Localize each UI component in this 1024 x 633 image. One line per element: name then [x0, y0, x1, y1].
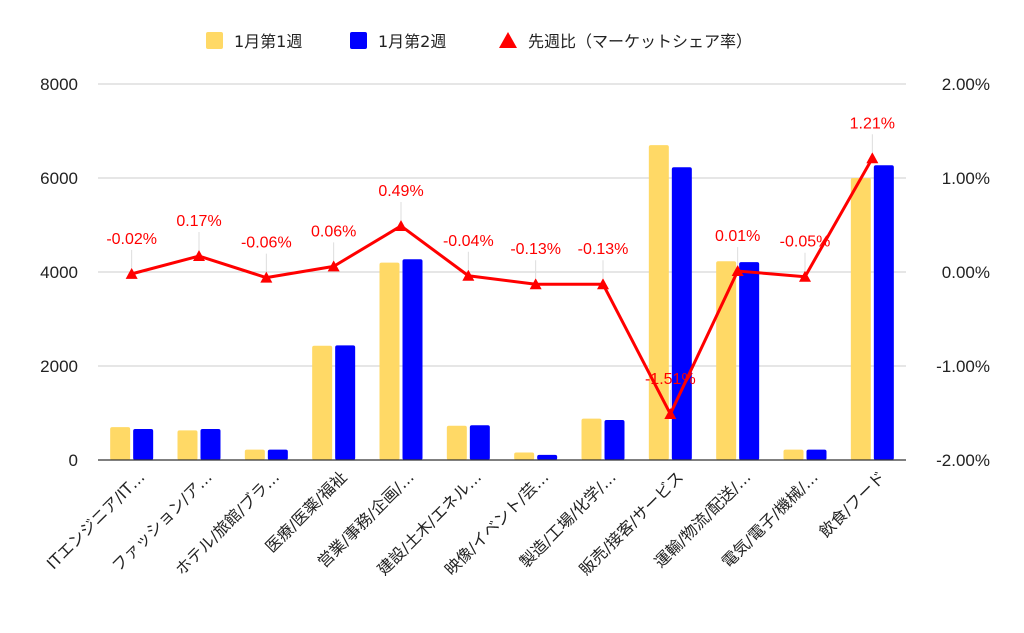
bar-week1-7 [581, 418, 602, 460]
legend-label-3: 先週比（マーケットシェア率） [528, 32, 752, 51]
bar-week1-1 [177, 430, 198, 460]
legend-swatch-1 [206, 32, 223, 49]
share-change-line: -0.02%0.17%-0.06%0.06%0.49%-0.04% -0.13% -… [106, 115, 895, 419]
share-data-label-8: -1.51% [645, 371, 696, 388]
legend: 1月第1週 1月第2週 先週比（マーケットシェア率） [206, 32, 752, 51]
right-tick-2: 0.00% [942, 263, 990, 282]
bar-week2-2 [267, 449, 288, 460]
legend-label-1: 1月第1週 [234, 32, 302, 51]
share-marker-4 [395, 219, 407, 231]
share-line-path [131, 157, 874, 416]
share-data-label-7: -0.13% [578, 241, 629, 258]
right-tick-0: -2.00% [936, 451, 990, 470]
legend-label-2: 1月第2週 [378, 32, 446, 51]
legend-marker-3 [499, 32, 517, 48]
left-axis-ticks: 0 2000 4000 6000 8000 [40, 75, 78, 470]
bar-week2-10 [806, 449, 827, 460]
share-data-label-2: -0.06% [241, 235, 292, 252]
bar-week1-3 [312, 345, 333, 460]
bar-week1-11 [850, 178, 871, 460]
bar-week2-8 [671, 167, 692, 460]
share-data-label-4: 0.49% [378, 183, 423, 200]
bar-week1-10 [783, 449, 804, 460]
bar-week1-5 [446, 425, 467, 460]
gridlines [98, 83, 906, 367]
category-label-11: 飲食/フード [815, 467, 889, 541]
bar-week1-6 [514, 452, 535, 460]
right-axis-ticks: -2.00% -1.00% 0.00% 1.00% 2.00% [936, 75, 990, 470]
share-marker-10 [799, 270, 811, 282]
left-tick-2: 4000 [40, 263, 78, 282]
share-marker-9 [731, 265, 744, 277]
right-tick-1: -1.00% [936, 357, 990, 376]
bar-week2-6 [537, 454, 558, 460]
share-data-label-5: -0.04% [443, 233, 494, 250]
share-data-label-3: 0.06% [311, 223, 356, 240]
bar-week1-0 [110, 427, 131, 460]
share-marker-3 [327, 260, 340, 272]
bar-week2-1 [200, 428, 221, 460]
bar-week1-8 [648, 145, 669, 460]
bar-week1-9 [716, 261, 737, 460]
bar-week2-7 [604, 420, 625, 460]
share-data-label-9: 0.01% [715, 228, 760, 245]
left-tick-1: 2000 [40, 357, 78, 376]
share-data-label-10: -0.05% [780, 234, 831, 251]
bar-week2-9 [739, 262, 760, 460]
share-marker-0 [125, 267, 138, 279]
share-data-label-1: 0.17% [176, 213, 221, 230]
right-tick-4: 2.00% [942, 75, 990, 94]
share-marker-6 [529, 278, 542, 290]
left-tick-4: 8000 [40, 75, 78, 94]
bar-week2-5 [469, 425, 490, 460]
legend-swatch-2 [350, 32, 367, 49]
share-marker-5 [462, 269, 475, 281]
share-marker-2 [260, 271, 273, 283]
bar-week1-2 [244, 449, 265, 460]
left-tick-3: 6000 [40, 169, 78, 188]
bar-week2-3 [335, 345, 356, 460]
bars [110, 145, 894, 460]
share-marker-11 [866, 152, 879, 164]
share-data-label-0: -0.02% [106, 231, 157, 248]
bar-week1-4 [379, 262, 400, 460]
share-marker-8 [664, 407, 677, 419]
share-marker-7 [597, 278, 609, 290]
share-data-label-11: 1.21% [850, 115, 895, 132]
bar-week2-0 [133, 428, 154, 460]
left-tick-0: 0 [69, 451, 78, 470]
right-tick-3: 1.00% [942, 169, 990, 188]
bar-week2-11 [873, 165, 894, 460]
share-marker-1 [193, 250, 205, 262]
category-labels: ITエンジニア/IT…ファッション/ア…ホテル/旅館/ブラ…医療/医薬/福祉営業… [43, 467, 889, 579]
bar-week2-4 [402, 259, 423, 460]
share-data-label-6: -0.13% [510, 241, 561, 258]
